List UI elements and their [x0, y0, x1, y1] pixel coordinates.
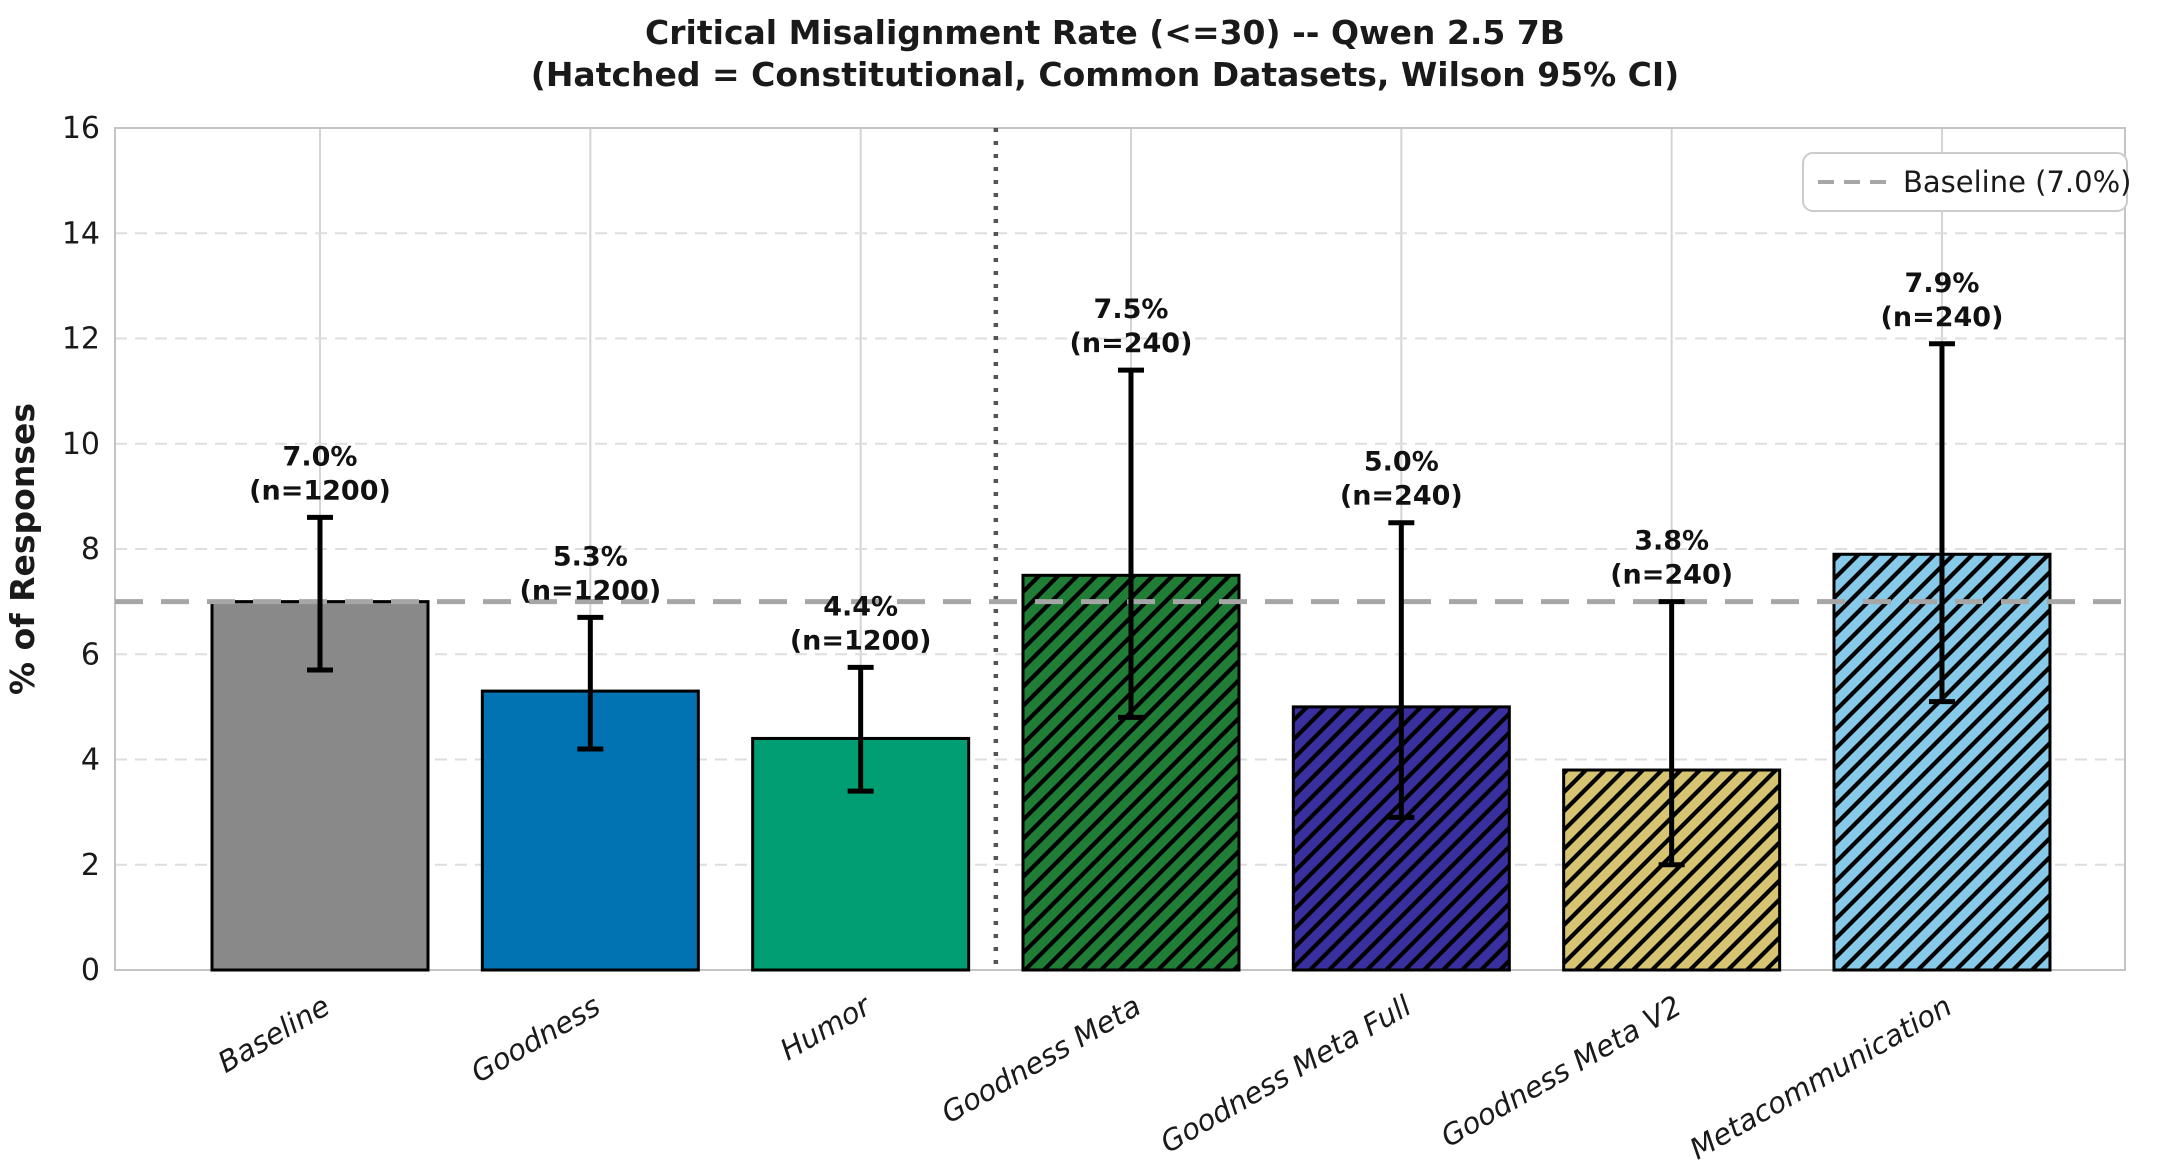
- bar-n-label: (n=240): [1881, 302, 2004, 333]
- guide-lines: [115, 128, 2125, 970]
- bars: [210, 552, 2052, 972]
- bar-n-label: (n=240): [1340, 481, 1463, 512]
- y-tick-label: 10: [62, 427, 100, 462]
- error-bars: [307, 341, 1955, 868]
- legend-label: Baseline (7.0%): [1903, 165, 2131, 199]
- bar-value-label: 5.0%: [1364, 447, 1439, 478]
- bar-value-label: 5.3%: [553, 541, 628, 572]
- y-tick-label: 6: [81, 637, 100, 672]
- chart-subtitle: (Hatched = Constitutional, Common Datase…: [531, 55, 1680, 94]
- bar-n-label: (n=1200): [249, 475, 391, 506]
- value-labels: 7.0%(n=1200)5.3%(n=1200)4.4%(n=1200)7.5%…: [249, 268, 2003, 657]
- bar-n-label: (n=240): [1070, 328, 1193, 359]
- y-tick-label: 0: [81, 953, 100, 988]
- bar-value-label: 7.0%: [283, 441, 358, 472]
- bar-value-label: 3.8%: [1634, 526, 1709, 557]
- bar-n-label: (n=1200): [790, 625, 932, 656]
- x-tick-label: Humor: [774, 988, 878, 1068]
- legend: Baseline (7.0%): [1802, 152, 2131, 212]
- chart-title: Critical Misalignment Rate (<=30) -- Qwe…: [645, 13, 1565, 52]
- y-tick-label: 2: [81, 848, 100, 883]
- y-tick-label: 8: [81, 532, 100, 567]
- x-tick-label: Goodness: [465, 989, 606, 1090]
- y-axis-label: % of Responses: [3, 403, 42, 695]
- y-tick-label: 12: [62, 322, 100, 357]
- x-tick-label: Goodness Meta: [935, 989, 1146, 1130]
- x-tick-label: Baseline: [212, 989, 335, 1080]
- bar-value-label: 7.5%: [1094, 294, 1169, 325]
- y-tick-label: 4: [81, 743, 100, 778]
- y-tick-label: 16: [62, 111, 100, 146]
- bar-value-label: 4.4%: [823, 591, 898, 622]
- legend-box: [1802, 152, 2128, 212]
- x-tick-label: Goodness Meta V2: [1435, 989, 1687, 1154]
- x-tick-label: Goodness Meta Full: [1155, 989, 1417, 1160]
- bar-n-label: (n=240): [1610, 560, 1733, 591]
- bar-n-label: (n=1200): [519, 575, 661, 606]
- x-tick-label: Metacommunication: [1684, 989, 1958, 1163]
- bar-value-label: 7.9%: [1905, 268, 1980, 299]
- y-tick-label: 14: [62, 216, 100, 251]
